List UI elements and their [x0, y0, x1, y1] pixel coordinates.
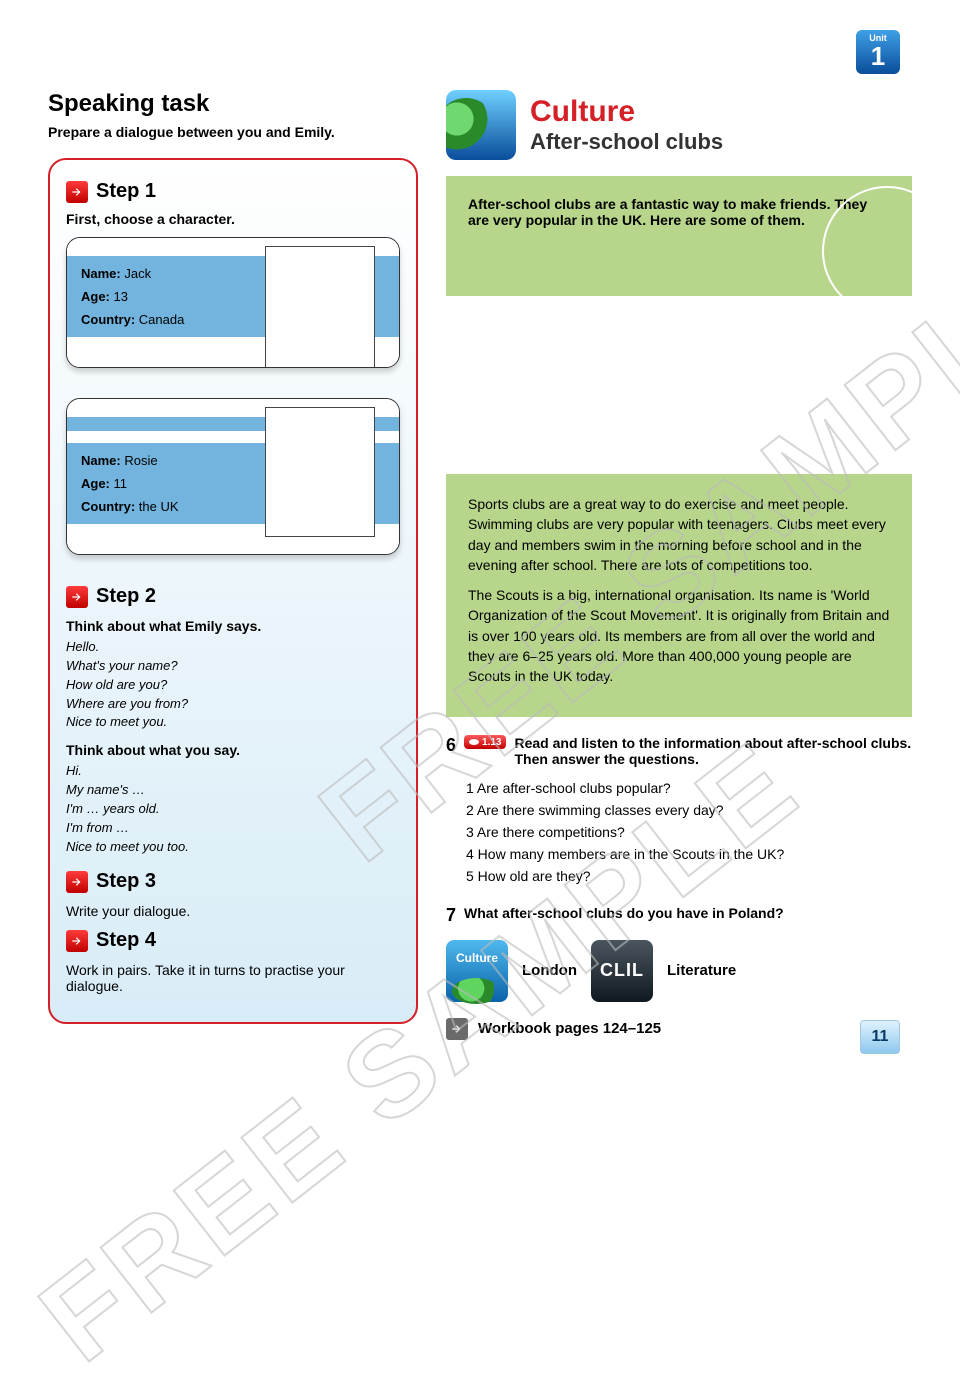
arrow-icon: [66, 181, 88, 203]
ex-number: 6: [446, 735, 456, 756]
step3-head: Step 3: [66, 870, 400, 893]
clil-badge: CLIL: [591, 940, 653, 1002]
arrow-icon: [446, 1018, 468, 1040]
culture-title: Culture: [530, 95, 723, 129]
culture-body-box: Sports clubs are a great way to do exerc…: [446, 474, 912, 717]
name-value: Rosie: [124, 453, 157, 468]
step2-head: Step 2: [66, 585, 400, 608]
character-card: Name: Jack Age: 13 Country: Canada: [66, 237, 400, 368]
step1-head: Step 1: [66, 180, 400, 203]
culture-head: Culture After-school clubs: [446, 90, 912, 160]
speaking-steps-box: Step 1 First, choose a character. Name: …: [48, 158, 418, 1024]
step3-sub: Write your dialogue.: [66, 903, 400, 919]
step2-sub1: Think about what Emily says.: [66, 618, 400, 634]
london-label: London: [522, 962, 577, 979]
audio-badge: 1.13: [464, 735, 506, 749]
right-column: Culture After-school clubs After-school …: [446, 90, 912, 1040]
age-label: Age:: [81, 476, 110, 491]
workbook-label: Workbook pages 124–125: [478, 1020, 661, 1037]
page: Unit 1 Speaking task Prepare a dialogue …: [0, 0, 960, 1080]
name-label: Name:: [81, 266, 121, 281]
left-column: Speaking task Prepare a dialogue between…: [48, 90, 418, 1040]
unit-number: 1: [856, 43, 900, 69]
speaking-instruction: Prepare a dialogue between you and Emily…: [48, 124, 418, 140]
ex7-text: What after-school clubs do you have in P…: [464, 905, 784, 921]
globe-icon: [446, 90, 516, 160]
step2-title: Step 2: [96, 585, 156, 608]
culture-subtitle: After-school clubs: [530, 129, 723, 155]
decorative-circle: [822, 186, 952, 316]
name-value: Jack: [124, 266, 151, 281]
character-card: Name: Rosie Age: 11 Country: the UK: [66, 398, 400, 555]
page-number: 11: [860, 1020, 900, 1054]
step3-title: Step 3: [96, 870, 156, 893]
ex6-questions: 1 Are after-school clubs popular? 2 Are …: [466, 777, 912, 887]
emily-lines: Hello. What's your name? How old are you…: [66, 638, 400, 732]
photo-placeholder: [265, 246, 375, 368]
step4-head: Step 4: [66, 929, 400, 952]
literature-label: Literature: [667, 962, 736, 979]
age-label: Age:: [81, 289, 110, 304]
exercise-7: 7 What after-school clubs do you have in…: [446, 905, 912, 926]
you-lines: Hi. My name's … I'm … years old. I'm fro…: [66, 762, 400, 856]
age-value: 11: [114, 476, 128, 491]
age-value: 13: [114, 289, 128, 304]
arrow-icon: [66, 586, 88, 608]
country-label: Country:: [81, 499, 135, 514]
arrow-icon: [66, 930, 88, 952]
unit-badge: Unit 1: [856, 30, 900, 74]
step4-sub: Work in pairs. Take it in turns to pract…: [66, 962, 400, 994]
photo-placeholder: [265, 407, 375, 537]
exercise-6: 6 1.13 Read and listen to the informatio…: [446, 735, 912, 767]
step4-title: Step 4: [96, 929, 156, 952]
culture-intro-text: After-school clubs are a fantastic way t…: [468, 196, 867, 228]
workbook-row: Workbook pages 124–125: [446, 1018, 912, 1040]
country-value: the UK: [139, 499, 179, 514]
speaking-heading: Speaking task: [48, 90, 418, 118]
name-label: Name:: [81, 453, 121, 468]
bottom-links: Culture London CLIL Literature: [446, 940, 912, 1002]
step1-sub: First, choose a character.: [66, 211, 400, 227]
step2-sub2: Think about what you say.: [66, 742, 400, 758]
culture-para2: The Scouts is a big, international organ…: [468, 585, 890, 686]
culture-badge: Culture: [446, 940, 508, 1002]
ex6-text: Read and listen to the information about…: [514, 735, 912, 767]
culture-para1: Sports clubs are a great way to do exerc…: [468, 494, 890, 575]
step1-title: Step 1: [96, 180, 156, 203]
arrow-icon: [66, 871, 88, 893]
country-label: Country:: [81, 312, 135, 327]
culture-intro-box: After-school clubs are a fantastic way t…: [446, 176, 912, 296]
ex-number: 7: [446, 905, 456, 926]
country-value: Canada: [139, 312, 185, 327]
image-spacer: [446, 314, 912, 474]
